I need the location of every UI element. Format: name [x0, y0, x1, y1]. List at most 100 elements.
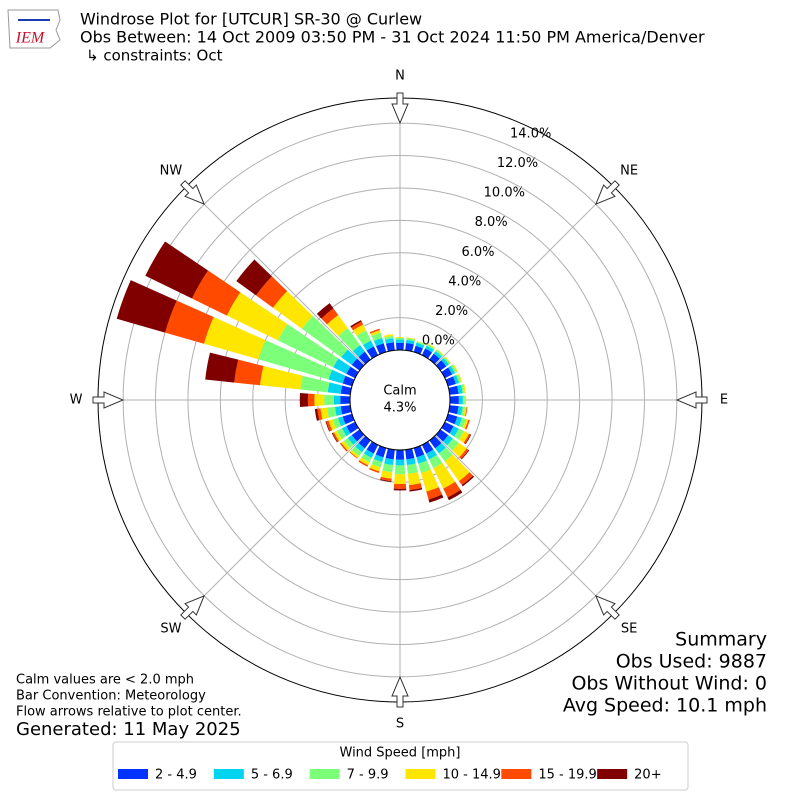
wind-bar-segment [405, 343, 414, 352]
wind-bar-segment [376, 343, 387, 355]
legend-box [112, 741, 689, 791]
wind-bar-segment [277, 324, 339, 368]
wind-bar-segment [383, 334, 394, 338]
flow-arrow [594, 594, 620, 620]
legend-title: Wind Speed [mph] [340, 746, 461, 761]
wind-bar-segment [448, 365, 456, 375]
wind-bar-segment [394, 465, 406, 475]
wind-bar-segment [380, 476, 392, 482]
wind-bar-segment [441, 357, 449, 367]
wind-bar-segment [327, 382, 343, 394]
r-tick-label: 10.0% [484, 186, 525, 201]
wind-bar-segment [444, 356, 451, 364]
wind-bar-segment [116, 280, 177, 333]
flow-arrow [391, 675, 409, 708]
wind-bar-segment [425, 345, 434, 353]
flow-arrow [92, 391, 125, 409]
radial-grid-line [435, 435, 614, 614]
wind-bar-segment [316, 303, 334, 319]
wind-bar-segment [342, 375, 355, 387]
wind-bar-segment [461, 406, 466, 416]
wind-bar-segment [371, 332, 383, 341]
wind-bar-segment [361, 453, 372, 463]
wind-bar-segment [359, 457, 370, 466]
wind-bar-segment [314, 394, 325, 406]
chart-subtitle: Obs Between: 14 Oct 2009 03:50 PM - 31 O… [80, 28, 705, 47]
wind-bar-segment [350, 320, 362, 328]
wind-bar-segment [351, 358, 365, 371]
wind-bar-segment [337, 416, 346, 427]
flow-arrow-shape [594, 180, 620, 206]
wind-bar-segment [307, 393, 315, 407]
legend-swatch [309, 769, 340, 779]
wind-bar-segment [464, 395, 467, 405]
footnote: Calm values are < 2.0 mph [16, 673, 194, 688]
flow-arrow-shape [180, 180, 206, 206]
wind-bar-segment [340, 395, 351, 405]
wind-bar-segment [349, 451, 358, 459]
legend-swatch [597, 769, 628, 779]
wind-bar-segment [405, 448, 415, 460]
wind-bar-segment [300, 375, 330, 393]
wind-bar-segment [426, 487, 443, 500]
wind-bar-segment [341, 440, 351, 451]
wind-bar-segment [409, 487, 423, 492]
calm-circle [349, 349, 451, 451]
wind-bar-segment [366, 346, 379, 359]
wind-bar-segment [260, 365, 303, 390]
wind-bar-segment [453, 375, 459, 384]
wind-bar-segment [441, 421, 454, 434]
r-tick-label: 6.0% [461, 245, 494, 260]
logo: IEM [7, 9, 61, 49]
wind-bar-segment [421, 441, 434, 454]
wind-bar-segment [396, 342, 404, 351]
legend-label: 10 - 14.9 [443, 768, 501, 783]
wind-bar-segment [273, 290, 313, 329]
generated-date: Generated: 11 May 2025 [16, 719, 241, 740]
flow-arrow-shape [391, 92, 409, 125]
flow-arrow [675, 391, 708, 409]
legend-swatch [405, 769, 436, 779]
legend-swatch [118, 769, 148, 779]
wind-bar-segment [347, 435, 358, 445]
wind-bar-segment [418, 460, 431, 473]
wind-bar-segment [395, 337, 405, 340]
summary-line: Avg Speed: 10.1 mph [563, 695, 767, 717]
wind-bar-segment [429, 454, 443, 469]
compass-label: S [396, 717, 404, 732]
wind-bar-segment [454, 428, 464, 440]
wind-bar-segment [463, 433, 471, 444]
wind-bar-segment [366, 441, 379, 454]
calm-value: 4.3% [383, 401, 416, 416]
wind-bar-segment [324, 394, 334, 406]
flow-arrow-shape [391, 675, 409, 708]
wind-bar-segment [205, 352, 239, 383]
summary-line: Obs Without Wind: 0 [571, 673, 767, 695]
wind-bar-segment [459, 448, 469, 459]
wind-bar-segment [336, 428, 347, 440]
legend-label: 7 - 9.9 [347, 768, 389, 783]
wind-bar-segment [236, 259, 272, 296]
wind-bar-segment [429, 435, 442, 449]
summary-line: Obs Used: 9887 [616, 651, 767, 673]
wind-bar-segment [338, 328, 361, 352]
chart-title: Windrose Plot for [UTCUR] SR-30 @ Curlew [80, 10, 422, 29]
wind-bar-segment [369, 464, 381, 472]
wind-bar-segment [340, 385, 352, 395]
logo-outline [7, 9, 61, 49]
wind-bar-segment [340, 405, 352, 415]
wind-bar-segment [332, 432, 340, 443]
wind-bar-segment [454, 416, 463, 427]
wind-bar-segment [341, 426, 351, 437]
wind-bar-segment [458, 431, 469, 443]
legend-swatch [501, 769, 532, 779]
wind-bar-segment [457, 406, 463, 416]
legend-label: 20+ [634, 768, 661, 783]
wind-bar-segment [426, 449, 438, 460]
wind-bar-segment [462, 395, 465, 405]
wind-bar-segment [407, 472, 421, 486]
compass-label: E [720, 393, 728, 408]
wind-bar-segment [370, 330, 381, 336]
calm-label: Calm [383, 384, 416, 399]
wind-bar-segment [463, 406, 467, 417]
